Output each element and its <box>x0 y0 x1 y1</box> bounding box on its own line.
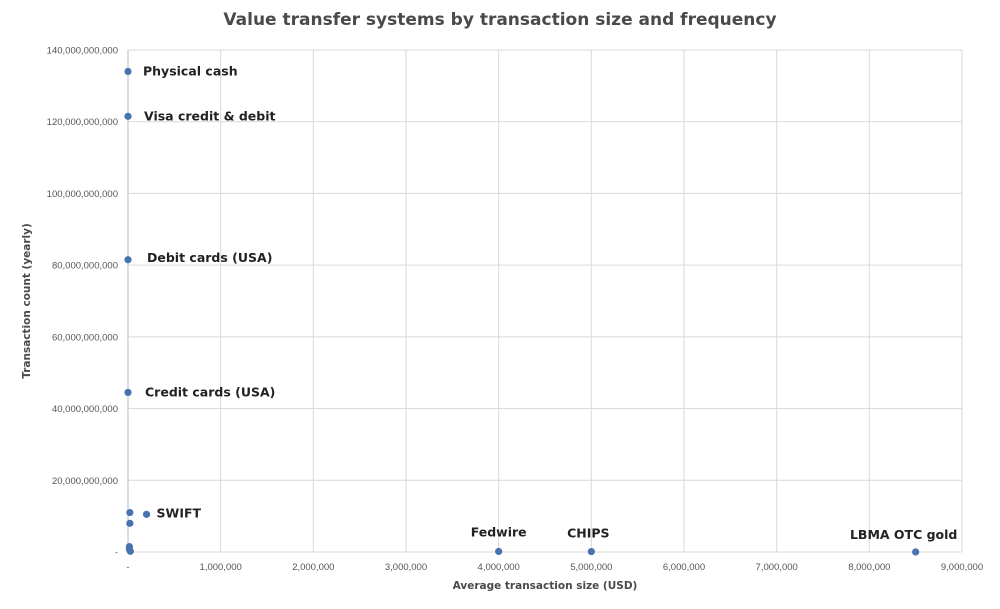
x-tick-label: 1,000,000 <box>200 562 242 573</box>
y-tick-label: 120,000,000,000 <box>47 117 118 128</box>
data-point <box>124 112 132 120</box>
x-axis-label: Average transaction size (USD) <box>452 580 638 592</box>
data-label: CHIPS <box>567 526 609 541</box>
x-tick-label: 8,000,000 <box>848 562 890 573</box>
y-tick-label: 40,000,000,000 <box>52 404 118 415</box>
y-tick-label: 80,000,000,000 <box>52 261 118 272</box>
x-tick-label: 7,000,000 <box>756 562 798 573</box>
y-tick-label: - <box>115 548 118 559</box>
data-point <box>587 547 595 556</box>
x-tick-label: - <box>126 562 129 573</box>
data-label: LBMA OTC gold <box>850 527 957 542</box>
chart-title: Value transfer systems by transaction si… <box>223 10 777 30</box>
data-label: Physical cash <box>143 64 238 79</box>
y-axis-label: Transaction count (yearly) <box>21 223 33 379</box>
data-label: Credit cards (USA) <box>145 384 275 399</box>
data-point <box>495 547 503 556</box>
x-tick-label: 5,000,000 <box>570 562 612 573</box>
x-tick-label: 4,000,000 <box>478 562 520 573</box>
data-point <box>124 388 132 397</box>
y-tick-label: 140,000,000,000 <box>47 46 118 57</box>
data-point <box>142 510 151 518</box>
y-tick-label: 60,000,000,000 <box>52 332 118 343</box>
y-tick-label: 20,000,000,000 <box>52 476 118 487</box>
data-label: Fedwire <box>471 524 527 539</box>
data-point <box>126 547 134 555</box>
data-point <box>126 519 134 527</box>
x-tick-label: 2,000,000 <box>292 562 334 573</box>
x-tick-label: 9,000,000 <box>941 562 983 573</box>
data-label: Debit cards (USA) <box>147 250 272 265</box>
x-tick-label: 6,000,000 <box>663 562 705 573</box>
y-tick-label: 100,000,000,000 <box>47 189 118 200</box>
x-tick-label: 3,000,000 <box>385 562 427 573</box>
data-point <box>124 67 132 76</box>
data-point <box>126 508 134 517</box>
data-label: SWIFT <box>157 505 202 520</box>
data-label: Visa credit & debit <box>144 108 275 123</box>
data-point <box>912 548 920 556</box>
data-point <box>124 256 132 264</box>
